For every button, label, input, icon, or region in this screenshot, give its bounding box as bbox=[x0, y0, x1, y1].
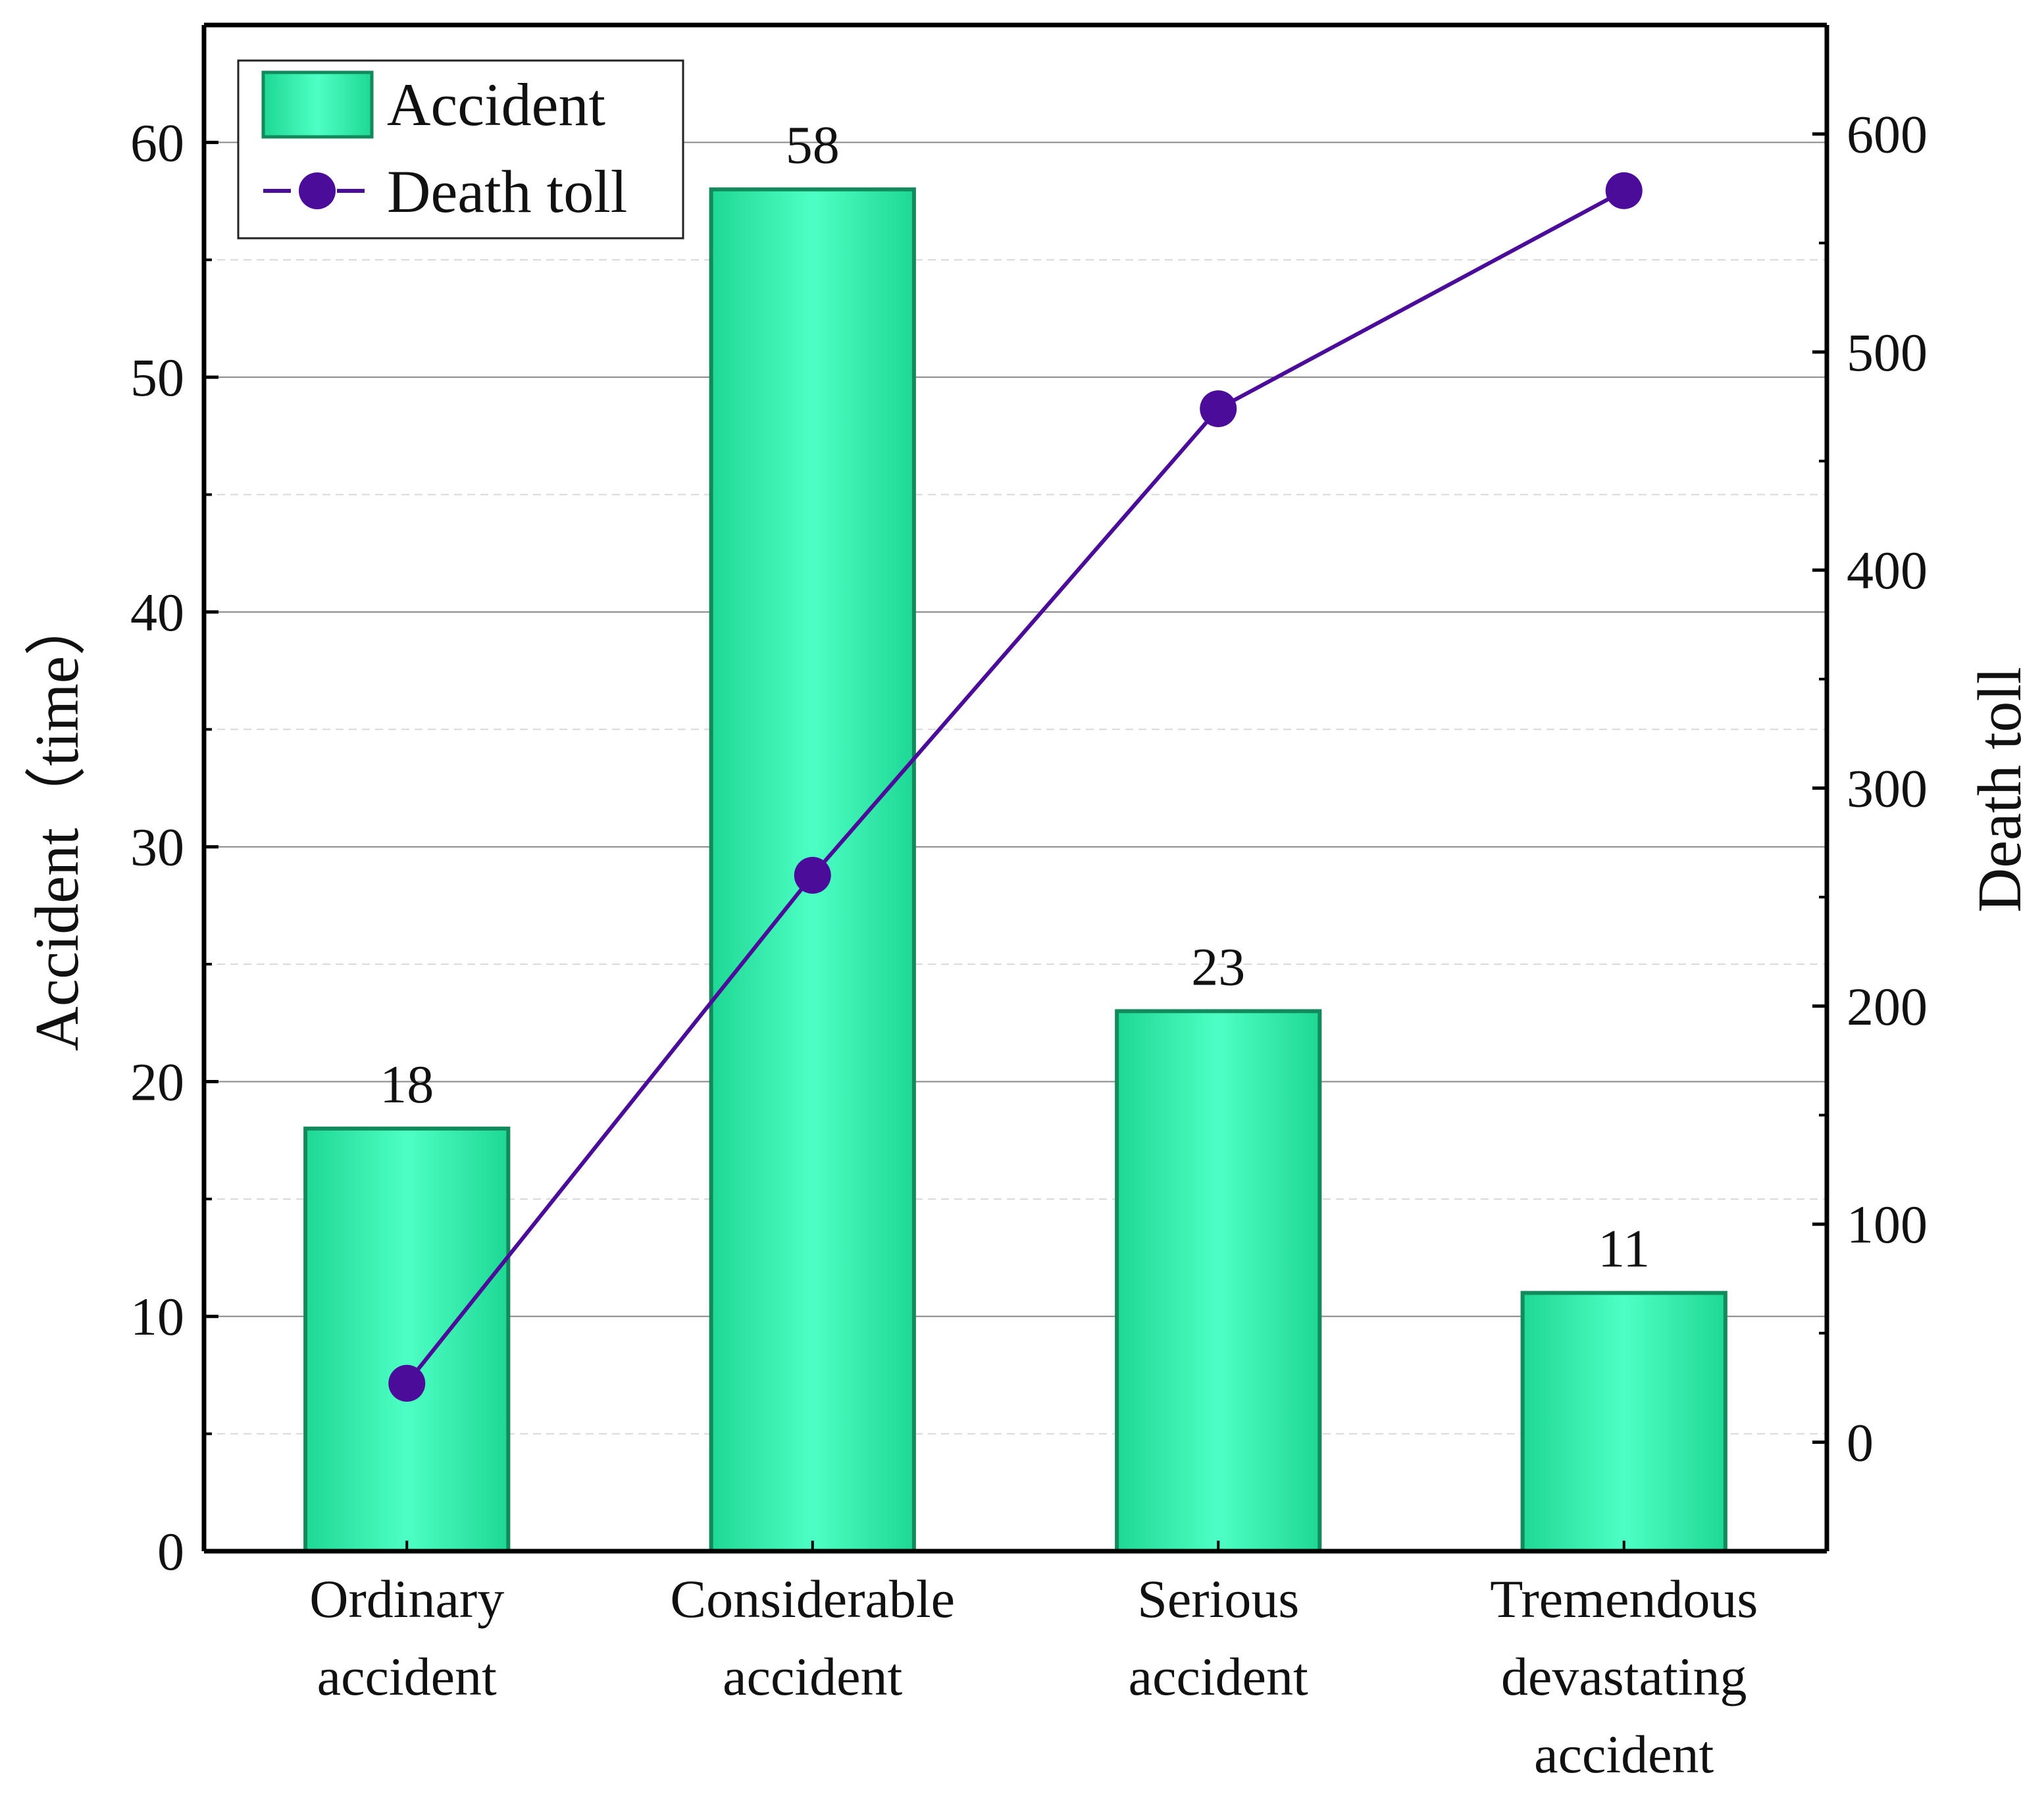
death-toll-series bbox=[388, 172, 1643, 1402]
bar-value-label: 18 bbox=[380, 1054, 434, 1114]
y-left-tick-label: 60 bbox=[130, 113, 184, 172]
x-tick-label: accident bbox=[1534, 1724, 1714, 1784]
x-tick-label: devastating bbox=[1501, 1647, 1747, 1706]
y-right-tick-label: 400 bbox=[1847, 540, 1928, 600]
y-left-tick-label: 30 bbox=[130, 817, 184, 877]
death-toll-point bbox=[1605, 172, 1643, 209]
y-left-tick-label: 10 bbox=[130, 1287, 184, 1347]
x-tick-label: accident bbox=[723, 1647, 902, 1706]
bar-value-label: 58 bbox=[786, 115, 840, 175]
y-right-tick-label: 0 bbox=[1847, 1412, 1874, 1472]
legend: Accident Death toll bbox=[237, 59, 684, 240]
legend-marker bbox=[299, 172, 336, 209]
bar-value-label: 23 bbox=[1191, 936, 1245, 996]
y-right-tick-label: 300 bbox=[1847, 759, 1928, 819]
x-tick-label: Tremendous bbox=[1490, 1569, 1758, 1629]
x-tick-label: accident bbox=[1129, 1647, 1308, 1706]
y-left-tick-label: 0 bbox=[157, 1522, 184, 1581]
bar-value-label: 11 bbox=[1598, 1219, 1650, 1279]
legend-label-death-toll: Death toll bbox=[387, 158, 627, 225]
bar-1 bbox=[303, 1126, 511, 1554]
y-left-tick-label: 20 bbox=[130, 1052, 184, 1112]
x-tick-label: Ordinary bbox=[309, 1569, 504, 1629]
y-left-axis-label: Accident（time） bbox=[23, 594, 91, 1051]
y-right-tick-label: 100 bbox=[1847, 1194, 1928, 1254]
death-toll-line bbox=[405, 189, 1625, 1385]
x-tick-label: Considerable bbox=[670, 1569, 955, 1629]
bar-3 bbox=[1115, 1009, 1322, 1553]
legend-label-accident: Accident bbox=[387, 71, 606, 138]
x-tick-label: accident bbox=[317, 1647, 497, 1706]
y-left-tick-label: 40 bbox=[130, 582, 184, 642]
bar-4 bbox=[1520, 1291, 1727, 1553]
death-toll-point bbox=[1200, 390, 1237, 428]
y-right-axis-label: Death toll bbox=[1966, 667, 2034, 912]
y-right-tick-label: 600 bbox=[1847, 105, 1928, 165]
y-left-tick-label: 50 bbox=[130, 347, 184, 407]
death-toll-point bbox=[794, 857, 831, 894]
bars: 18 58 23 11 bbox=[303, 115, 1727, 1554]
y-right-tick-label: 200 bbox=[1847, 977, 1928, 1037]
death-toll-point bbox=[388, 1364, 426, 1402]
x-tick-label: Serious bbox=[1137, 1569, 1299, 1629]
y-right-tick-label: 500 bbox=[1847, 322, 1928, 382]
legend-bar-swatch bbox=[261, 70, 374, 139]
axes: 01020304050600100200300400500600Ordinary… bbox=[130, 105, 1928, 1784]
